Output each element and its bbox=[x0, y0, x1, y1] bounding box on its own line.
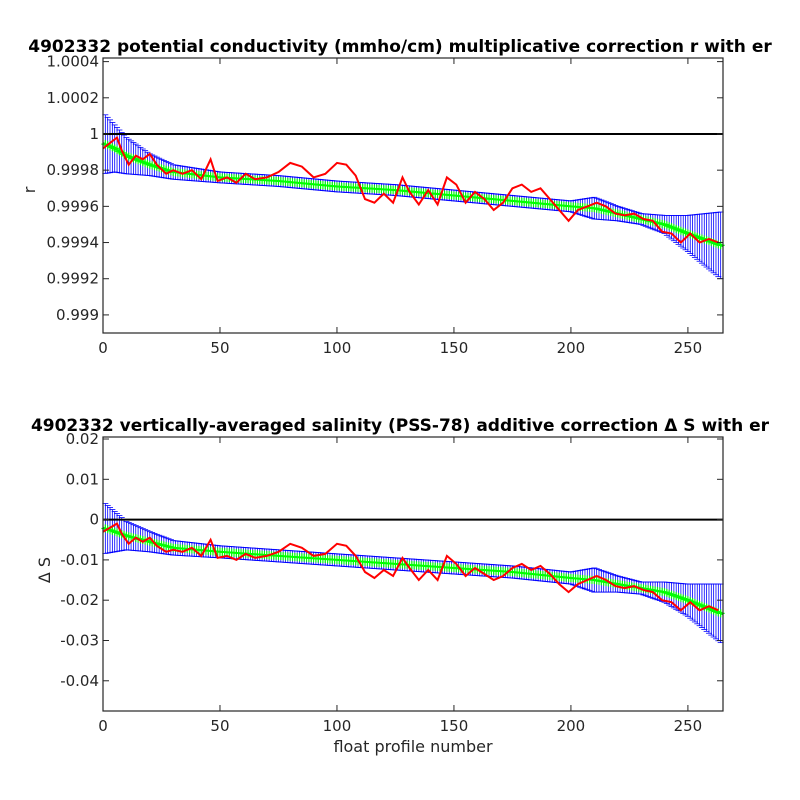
y-axis-label-top: r bbox=[20, 186, 39, 193]
x-tick-label: 100 bbox=[323, 717, 352, 735]
x-tick-label: 200 bbox=[557, 717, 586, 735]
y-tick-label: 0.9992 bbox=[47, 270, 100, 288]
chart-title-top: 4902332 potential conductivity (mmho/cm)… bbox=[28, 37, 772, 57]
x-tick-label: 250 bbox=[674, 717, 703, 735]
fit-line bbox=[102, 142, 724, 248]
raw-line bbox=[102, 522, 719, 612]
y-tick-label: -0.01 bbox=[60, 551, 99, 569]
x-tick-label: 0 bbox=[98, 339, 108, 357]
raw-line bbox=[102, 135, 719, 244]
plot-area-bottom: 0 50 100 150 200 250 -0.04 -0.03 -0.02 -0.01 0 0.01… bbox=[60, 430, 725, 735]
x-tick-label: 200 bbox=[557, 339, 586, 357]
y-tick-label: 0.9998 bbox=[47, 161, 100, 179]
y-tick-label: -0.04 bbox=[60, 672, 99, 690]
y-tick-label: 1.0002 bbox=[47, 89, 100, 107]
x-tick-label: 0 bbox=[98, 717, 108, 735]
x-tick-label: 250 bbox=[674, 339, 703, 357]
y-tick-label: 0.999 bbox=[56, 306, 99, 324]
chart-title-bottom: 4902332 vertically-averaged salinity (PS… bbox=[31, 416, 770, 436]
y-tick-label: 0.9996 bbox=[47, 197, 100, 215]
x-tick-label: 50 bbox=[210, 717, 229, 735]
panel-top-conductivity: 4902332 potential conductivity (mmho/cm)… bbox=[20, 37, 772, 357]
plot-area-top: 0 50 100 150 200 250 0.999 0.9992 0.9994 0.9996 0.… bbox=[47, 53, 725, 357]
y-tick-label: 0.01 bbox=[66, 470, 99, 488]
axes-box bbox=[102, 436, 724, 712]
x-tick-label: 100 bbox=[323, 339, 352, 357]
y-tick-label: 1.0004 bbox=[47, 53, 100, 71]
y-tick-label: 1 bbox=[89, 125, 99, 143]
y-tick-label: 0.02 bbox=[66, 430, 99, 448]
x-tick-label: 50 bbox=[210, 339, 229, 357]
y-tick-label: -0.03 bbox=[60, 631, 99, 649]
axes-box bbox=[102, 57, 724, 334]
x-tick-label: 150 bbox=[440, 339, 469, 357]
y-axis-label-bottom: Δ S bbox=[35, 557, 54, 583]
y-tick-label: 0.9994 bbox=[47, 234, 100, 252]
y-tick-label: 0 bbox=[89, 511, 99, 529]
y-tick-label: -0.02 bbox=[60, 591, 99, 609]
panel-bottom-salinity: 4902332 vertically-averaged salinity (PS… bbox=[31, 416, 770, 756]
x-tick-label: 150 bbox=[440, 717, 469, 735]
fit-series bbox=[101, 140, 725, 250]
x-axis-label-bottom: float profile number bbox=[333, 737, 493, 756]
